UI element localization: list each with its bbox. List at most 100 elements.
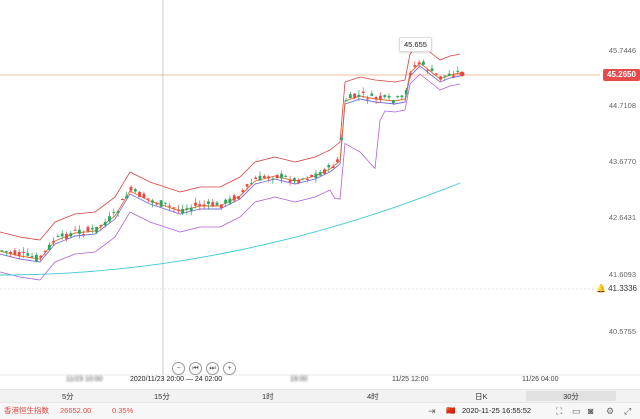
candle-body bbox=[198, 204, 202, 207]
candle-body bbox=[391, 100, 395, 104]
price-level-3: 43.6770 bbox=[608, 157, 636, 166]
flag-icon: 🇨🇳 bbox=[446, 406, 456, 415]
candle-body bbox=[305, 178, 309, 180]
zoom-in-button[interactable]: + bbox=[223, 362, 236, 375]
candle-body bbox=[323, 169, 326, 174]
candle-body bbox=[280, 173, 283, 179]
moving-average-slow bbox=[0, 182, 461, 276]
time-label: 19:00 bbox=[290, 376, 308, 383]
fullscreen-icon[interactable]: ⛶ bbox=[556, 406, 563, 416]
candle-body bbox=[194, 202, 197, 206]
candle-body bbox=[366, 98, 369, 100]
scroll-end-button[interactable]: ⏭ bbox=[206, 362, 219, 375]
candle-body bbox=[215, 202, 219, 206]
candle-body bbox=[0, 250, 4, 252]
low-marker-label: 41.3336 bbox=[608, 284, 637, 293]
settings-icon[interactable]: ⚙ bbox=[606, 406, 615, 416]
candle-body bbox=[254, 177, 258, 180]
candle-body bbox=[262, 175, 266, 178]
candle-body bbox=[340, 137, 344, 140]
candle-body bbox=[288, 179, 292, 183]
candle-body bbox=[443, 75, 447, 77]
period-15min[interactable]: 15分 bbox=[154, 392, 170, 401]
time-label: 11/26 04:00 bbox=[522, 376, 559, 383]
datetime: 2020-11-25 16:55:52 bbox=[462, 406, 532, 415]
price-level-4: 42.6431 bbox=[608, 213, 636, 222]
logout-icon[interactable]: ⇥ bbox=[428, 406, 436, 416]
candle-body bbox=[224, 199, 227, 204]
moving-average-mid bbox=[0, 65, 461, 263]
candle-body bbox=[9, 251, 12, 254]
bell-icon[interactable]: 🔔 bbox=[596, 284, 606, 293]
candle-body bbox=[90, 227, 94, 230]
candle-body bbox=[284, 175, 288, 177]
candle-body bbox=[258, 175, 262, 181]
candle-body bbox=[361, 91, 365, 93]
scroll-start-button[interactable]: ⏮ bbox=[189, 362, 202, 375]
period-5min[interactable]: 5分 bbox=[62, 392, 74, 401]
moving-average-fast bbox=[0, 62, 461, 260]
bollinger-lower bbox=[0, 73, 461, 281]
candle-body bbox=[245, 184, 249, 187]
candle-body bbox=[185, 208, 189, 210]
candle-body bbox=[82, 234, 86, 236]
candle-body bbox=[417, 62, 421, 64]
chat-icon[interactable]: ▭ bbox=[572, 406, 581, 416]
candle-body bbox=[207, 201, 210, 204]
candle-body bbox=[22, 251, 25, 253]
candle-body bbox=[164, 202, 167, 204]
candle-body bbox=[69, 233, 73, 237]
current-price-badge: 45.2650 bbox=[603, 69, 640, 81]
candle-body bbox=[301, 178, 305, 180]
candle-body bbox=[228, 198, 232, 204]
candle-body bbox=[404, 90, 408, 95]
candle-body bbox=[318, 172, 322, 176]
candle-body bbox=[30, 256, 34, 258]
candle-body bbox=[155, 203, 159, 205]
candle-body bbox=[159, 200, 163, 207]
candle-body bbox=[237, 196, 240, 199]
candle-body bbox=[103, 222, 107, 226]
period-1h[interactable]: 1时 bbox=[262, 392, 274, 401]
candle-body bbox=[211, 202, 215, 207]
candle-body bbox=[181, 209, 184, 214]
period-30min-selected[interactable]: 30分 bbox=[526, 391, 616, 401]
candle-body bbox=[125, 195, 129, 199]
zoom-out-button[interactable]: − bbox=[172, 362, 185, 375]
candle-body bbox=[353, 93, 356, 98]
candle-body bbox=[60, 233, 64, 237]
candle-body bbox=[383, 95, 387, 97]
candle-body bbox=[4, 251, 8, 253]
candle-body bbox=[374, 97, 378, 100]
candle-body bbox=[78, 229, 81, 234]
candle-body bbox=[439, 76, 442, 80]
crosshair-time-label: 2020/11/23 20:00 — 24 02:00 bbox=[130, 376, 223, 383]
candle-body bbox=[65, 233, 68, 240]
camera-icon[interactable]: ◙ bbox=[588, 406, 594, 416]
candle-body bbox=[400, 95, 404, 98]
candle-body bbox=[348, 94, 352, 99]
maximize-icon[interactable]: ⤢ bbox=[624, 406, 632, 416]
candle-body bbox=[43, 250, 47, 252]
period-4h[interactable]: 4时 bbox=[367, 392, 379, 401]
candle-body bbox=[314, 173, 318, 178]
time-label: 11/25 12:00 bbox=[392, 376, 429, 383]
candle-body bbox=[95, 226, 98, 233]
candle-body bbox=[39, 255, 43, 258]
candle-body bbox=[56, 235, 60, 237]
candle-body bbox=[73, 229, 77, 231]
candle-body bbox=[133, 189, 137, 192]
candle-body bbox=[47, 244, 51, 250]
candle-body bbox=[26, 253, 30, 256]
period-selector: 5分 15分 1时 4时 日K 30分 bbox=[0, 389, 640, 402]
candle-body bbox=[452, 75, 455, 78]
candle-body bbox=[250, 183, 253, 185]
candle-body bbox=[271, 178, 275, 180]
candle-body bbox=[17, 252, 21, 257]
period-daily[interactable]: 日K bbox=[475, 392, 488, 401]
candle-body bbox=[426, 69, 430, 71]
index-name: 香港恒生指数 bbox=[4, 406, 49, 415]
candle-body bbox=[241, 190, 245, 193]
candle-body bbox=[344, 100, 348, 102]
